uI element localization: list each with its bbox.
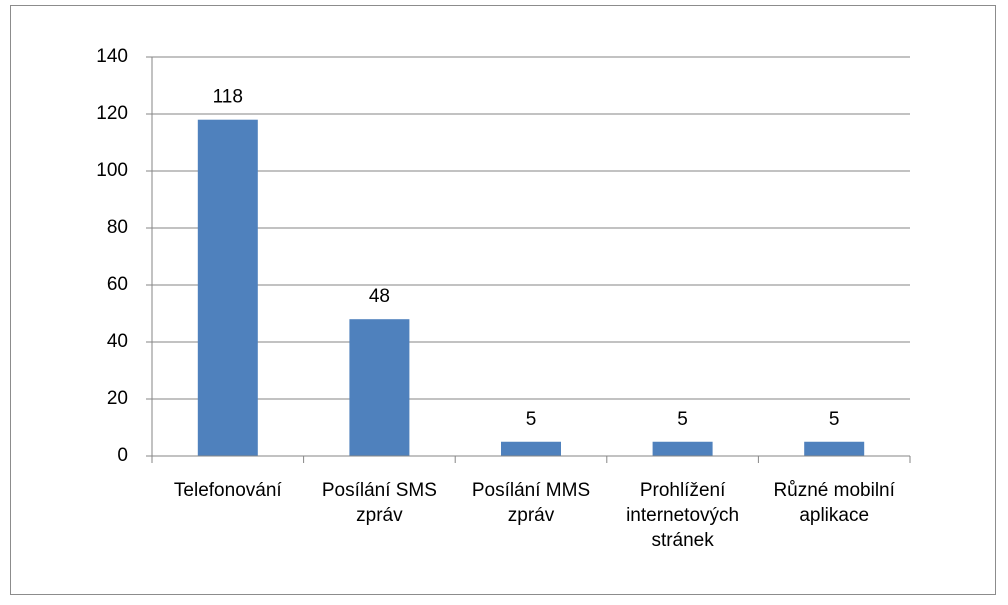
- bar: [197, 119, 258, 456]
- y-tick-label: 20: [107, 388, 128, 409]
- x-tick-label: Telefonování: [173, 480, 282, 501]
- y-tick-label: 0: [117, 445, 128, 466]
- y-tick-label: 60: [107, 274, 128, 295]
- x-tick-label: Prohlížení internetových stránek: [626, 480, 740, 551]
- bar: [349, 319, 410, 456]
- bar: [501, 441, 561, 456]
- data-label: 5: [677, 409, 688, 430]
- x-tick-label: Posílání SMS zpráv: [321, 480, 437, 526]
- y-tick-label: 100: [96, 160, 128, 181]
- data-label: 118: [213, 87, 243, 108]
- data-label: 48: [369, 286, 390, 307]
- x-tick-label: Různé mobilní aplikace: [773, 480, 895, 526]
- data-label: 5: [526, 409, 537, 430]
- data-label: 5: [829, 409, 840, 430]
- x-tick-label: Posílání MMS zpráv: [471, 480, 591, 526]
- y-tick-label: 40: [107, 331, 128, 352]
- y-tick-label: 80: [107, 217, 128, 238]
- bar: [804, 441, 865, 456]
- bar: [652, 441, 713, 456]
- y-tick-label: 140: [96, 46, 128, 67]
- y-tick-label: 120: [96, 103, 128, 124]
- chart-border: [10, 5, 996, 595]
